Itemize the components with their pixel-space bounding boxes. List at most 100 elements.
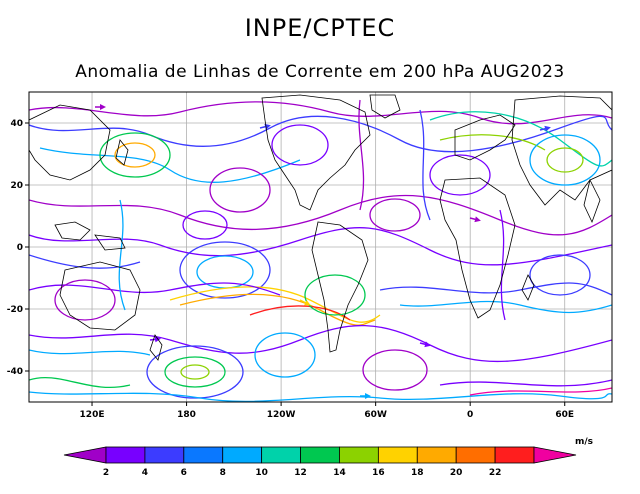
colorbar-swatch xyxy=(63,446,107,464)
streamline xyxy=(29,254,141,269)
streamline xyxy=(209,167,271,213)
streamline xyxy=(419,341,431,348)
streamline xyxy=(29,194,612,236)
colorbar-label: 18 xyxy=(411,468,424,478)
colorbar-swatch xyxy=(222,446,263,464)
continent-outline xyxy=(261,94,371,211)
streamline xyxy=(439,379,612,387)
streamline xyxy=(469,387,612,396)
streamline xyxy=(499,209,506,321)
streamline xyxy=(304,274,366,316)
lat-tick-label: 0 xyxy=(17,243,23,253)
streamline xyxy=(362,349,428,391)
streamline xyxy=(539,125,551,132)
continent-outline xyxy=(583,178,601,224)
lat-tick-label: 40 xyxy=(10,119,23,129)
colorbar-label: 16 xyxy=(372,468,385,478)
streamline xyxy=(180,364,210,380)
colorbar-swatch xyxy=(300,446,340,464)
streamline xyxy=(469,216,481,223)
streamline xyxy=(29,324,612,363)
continent-outline xyxy=(59,261,141,331)
colorbar-swatch xyxy=(416,446,457,464)
streamline xyxy=(99,132,171,178)
colorbar-label: 2 xyxy=(103,468,109,478)
colorbar-swatch xyxy=(533,446,577,464)
streamline xyxy=(546,147,584,173)
streamline xyxy=(114,142,156,168)
streamline xyxy=(271,124,329,166)
streamline xyxy=(29,101,612,125)
lon-tick-label: 180 xyxy=(177,410,196,420)
lat-tick-label: -20 xyxy=(7,305,23,315)
streamline xyxy=(149,336,161,343)
colorbar-swatch xyxy=(455,446,496,464)
continent-outline xyxy=(311,221,369,353)
streamline xyxy=(179,293,376,326)
streamline xyxy=(529,254,591,296)
streamline xyxy=(419,109,431,221)
streamline xyxy=(182,210,228,240)
streamline xyxy=(29,227,612,266)
streamline xyxy=(164,356,226,388)
lat-tick-label: 20 xyxy=(10,181,23,191)
continent-outline xyxy=(369,94,401,119)
colorbar-swatch xyxy=(183,446,224,464)
continent-outline xyxy=(521,274,535,301)
continent-outline xyxy=(54,221,91,241)
streamline xyxy=(29,349,151,356)
streamline xyxy=(179,241,271,299)
continent-outline xyxy=(511,95,612,206)
streamline xyxy=(146,345,244,399)
lon-tick-label: 60W xyxy=(364,410,387,420)
colorbar-swatch xyxy=(105,446,146,464)
streamline xyxy=(249,305,351,321)
streamline xyxy=(369,198,421,232)
streamline xyxy=(29,115,612,153)
streamline xyxy=(399,300,612,314)
longitude-axis: 120E 180 120W 60W 0 60E xyxy=(80,402,574,420)
streamline xyxy=(299,299,311,306)
streamline xyxy=(429,154,491,196)
organization-title: INPE/CPTEC xyxy=(244,14,396,42)
colorbar-unit: m/s xyxy=(575,437,593,447)
lon-tick-label: 60E xyxy=(555,410,574,420)
continent-outline xyxy=(439,177,516,319)
colorbar-label: 6 xyxy=(181,468,187,478)
streamline xyxy=(529,134,601,186)
colorbar-label: 8 xyxy=(220,468,226,478)
continent-outline xyxy=(149,334,163,361)
map-title: Anomalia de Linhas de Corrente em 200 hP… xyxy=(75,62,565,82)
lon-tick-label: 120E xyxy=(80,410,105,420)
streamline xyxy=(254,332,316,378)
colorbar-label: 12 xyxy=(294,468,307,478)
colorbar-label: 22 xyxy=(489,468,502,478)
colorbar-label: 10 xyxy=(255,468,268,478)
lon-tick-label: 120W xyxy=(267,410,296,420)
colorbar-swatch xyxy=(339,446,379,464)
continent-outline xyxy=(454,114,516,161)
colorbar-swatch xyxy=(494,446,535,464)
colorbar-swatch xyxy=(261,446,301,464)
coastlines xyxy=(29,94,612,361)
colorbar-label: 4 xyxy=(142,468,148,478)
streamline xyxy=(39,147,301,183)
continent-outline xyxy=(115,139,129,166)
streamline xyxy=(379,282,612,296)
lat-tick-label: -40 xyxy=(7,367,23,377)
streamline xyxy=(358,99,365,211)
colorbar-label: 14 xyxy=(333,468,346,478)
grid-lines xyxy=(29,92,612,402)
streamline xyxy=(29,282,281,296)
streamline xyxy=(54,279,116,321)
colorbar: 2 4 6 8 10 12 14 16 18 20 22 xyxy=(63,446,577,478)
streamline xyxy=(29,376,131,389)
continent-outline xyxy=(94,234,126,251)
streamline xyxy=(118,199,126,311)
latitude-axis: 40 20 0 -20 -40 xyxy=(7,119,29,377)
continent-outline xyxy=(29,104,111,181)
colorbar-label: 20 xyxy=(450,468,463,478)
colorbar-swatch xyxy=(377,446,418,464)
colorbar-swatch xyxy=(144,446,185,464)
